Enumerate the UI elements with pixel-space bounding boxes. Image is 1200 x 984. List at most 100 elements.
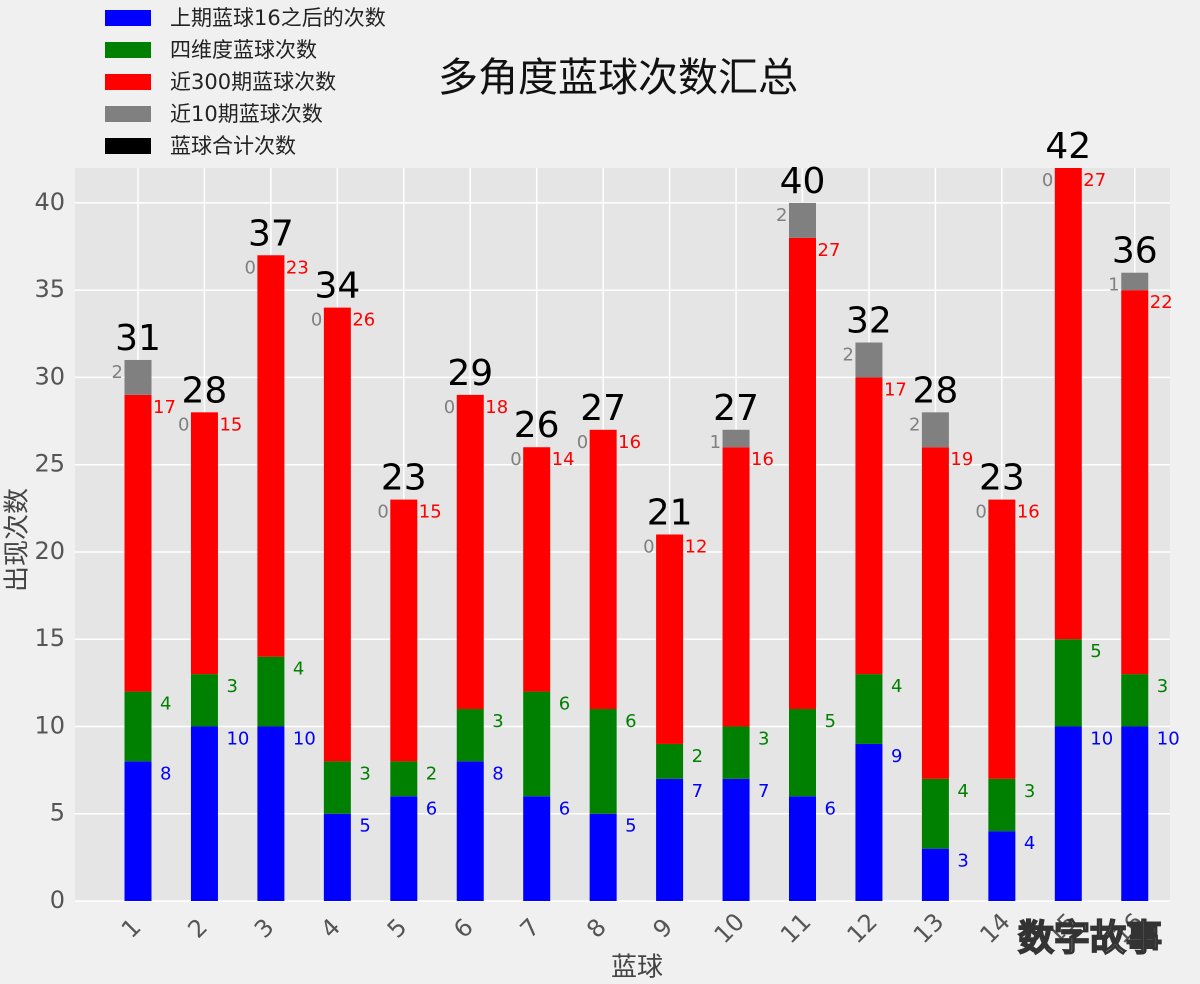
legend-swatch <box>105 42 151 58</box>
bar-segment <box>589 709 617 814</box>
total-label: 26 <box>514 405 560 446</box>
bar-segment <box>390 761 418 797</box>
value-label: 8 <box>492 763 503 784</box>
bar-segment <box>523 691 551 797</box>
legend-label: 上期蓝球16之后的次数 <box>170 6 386 30</box>
bar-segment <box>855 674 883 744</box>
value-label: 2 <box>909 414 920 435</box>
value-label: 5 <box>359 816 370 837</box>
value-label: 16 <box>618 432 641 453</box>
value-label: 5 <box>625 816 636 837</box>
total-label: 28 <box>182 370 228 411</box>
value-label: 1 <box>1108 275 1119 296</box>
legend-swatch <box>105 138 151 154</box>
value-label: 10 <box>1157 728 1180 749</box>
bar-segment <box>921 412 949 448</box>
total-label: 21 <box>647 493 693 534</box>
bar-segment <box>656 743 684 779</box>
value-label: 7 <box>758 781 769 802</box>
value-label: 4 <box>293 659 304 680</box>
value-label: 2 <box>426 763 437 784</box>
bar-segment <box>722 726 750 779</box>
value-label: 5 <box>825 711 836 732</box>
y-tick-label: 0 <box>50 886 65 914</box>
y-tick-label: 5 <box>50 799 65 827</box>
value-label: 3 <box>957 851 968 872</box>
bar-segment <box>1121 272 1149 291</box>
value-label: 3 <box>226 676 237 697</box>
bar-segment <box>456 761 484 901</box>
bar-segment <box>722 429 750 448</box>
bar-segment <box>390 796 418 901</box>
value-label: 4 <box>891 676 902 697</box>
legend-swatch <box>105 10 151 26</box>
value-label: 16 <box>1017 502 1040 523</box>
value-label: 17 <box>153 397 176 418</box>
value-label: 15 <box>419 502 442 523</box>
total-label: 23 <box>979 458 1025 499</box>
x-axis-label: 蓝球 <box>611 953 663 983</box>
bar-segment <box>390 499 418 762</box>
bar-segment <box>323 307 351 762</box>
value-label: 26 <box>352 310 375 331</box>
value-label: 22 <box>1150 292 1173 313</box>
value-label: 6 <box>559 694 570 715</box>
value-label: 18 <box>485 397 508 418</box>
value-label: 0 <box>510 449 521 470</box>
bar-segment <box>124 359 152 395</box>
total-label: 40 <box>780 161 826 202</box>
y-tick-label: 40 <box>34 188 65 216</box>
value-label: 0 <box>244 257 255 278</box>
bar-segment <box>1054 726 1082 901</box>
value-label: 10 <box>293 728 316 749</box>
bar-segment <box>257 726 285 901</box>
value-label: 0 <box>643 537 654 558</box>
legend-label: 近10期蓝球次数 <box>170 102 323 126</box>
bar-segment <box>789 237 816 710</box>
value-label: 7 <box>692 781 703 802</box>
value-label: 4 <box>1024 833 1035 854</box>
bar-segment <box>1121 726 1149 901</box>
bar-segment <box>988 778 1016 832</box>
bar-segment <box>789 709 816 797</box>
bar-segment <box>124 394 152 692</box>
bar-segment <box>190 726 218 901</box>
value-label: 12 <box>685 537 708 558</box>
bar-segment <box>656 534 684 744</box>
bar-segment <box>789 202 816 238</box>
total-label: 32 <box>846 301 892 342</box>
bar-segment <box>855 743 883 901</box>
legend-swatch <box>105 74 151 90</box>
value-label: 1 <box>710 432 721 453</box>
value-label: 16 <box>751 449 774 470</box>
y-tick-label: 15 <box>34 624 65 652</box>
bar-segment <box>523 447 551 692</box>
bar-segment <box>722 447 750 727</box>
bar-segment <box>124 691 152 762</box>
value-label: 17 <box>884 379 907 400</box>
bar-segment <box>523 796 551 901</box>
value-label: 5 <box>1090 641 1101 662</box>
value-label: 0 <box>577 432 588 453</box>
value-label: 27 <box>1083 170 1106 191</box>
bar-segment <box>656 778 684 901</box>
value-label: 3 <box>1024 781 1035 802</box>
total-label: 27 <box>713 388 759 429</box>
total-label: 34 <box>314 266 360 307</box>
y-tick-label: 35 <box>34 275 65 303</box>
value-label: 6 <box>426 798 437 819</box>
value-label: 6 <box>825 798 836 819</box>
legend-label: 近300期蓝球次数 <box>170 70 336 94</box>
watermark: 数字故事 <box>1018 918 1162 959</box>
bar-segment <box>323 813 351 901</box>
y-axis-label: 出现次数 <box>3 488 33 592</box>
value-label: 27 <box>818 240 841 261</box>
bar-segment <box>124 761 152 901</box>
legend-label: 蓝球合计次数 <box>170 134 296 158</box>
value-label: 4 <box>160 694 171 715</box>
value-label: 10 <box>226 728 249 749</box>
value-label: 0 <box>444 397 455 418</box>
bar-segment <box>722 778 750 901</box>
value-label: 23 <box>286 257 309 278</box>
